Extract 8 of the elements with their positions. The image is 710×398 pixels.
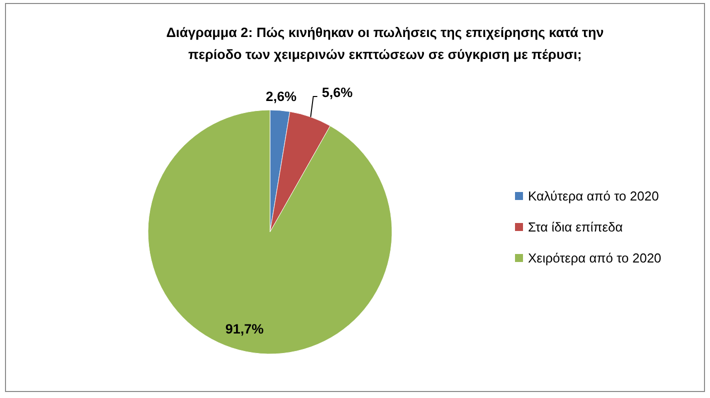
legend-label: Καλύτερα από το 2020 <box>528 188 659 204</box>
data-label: 5,6% <box>322 85 353 100</box>
pie-slice <box>148 110 392 354</box>
data-label: 2,6% <box>266 89 296 104</box>
legend-label: Χειρότερα από το 2020 <box>528 250 662 266</box>
data-label: 91,7% <box>225 321 264 336</box>
chart-title: Διάγραμμα 2: Πώς κινήθηκαν οι πωλήσεις της επιχείρησης κατά την περίοδο των χειμερινών εκπτώσεων σε σύγκριση με πέρυσι; <box>166 25 604 62</box>
legend-label: Στα ίδια επίπεδα <box>528 220 624 235</box>
